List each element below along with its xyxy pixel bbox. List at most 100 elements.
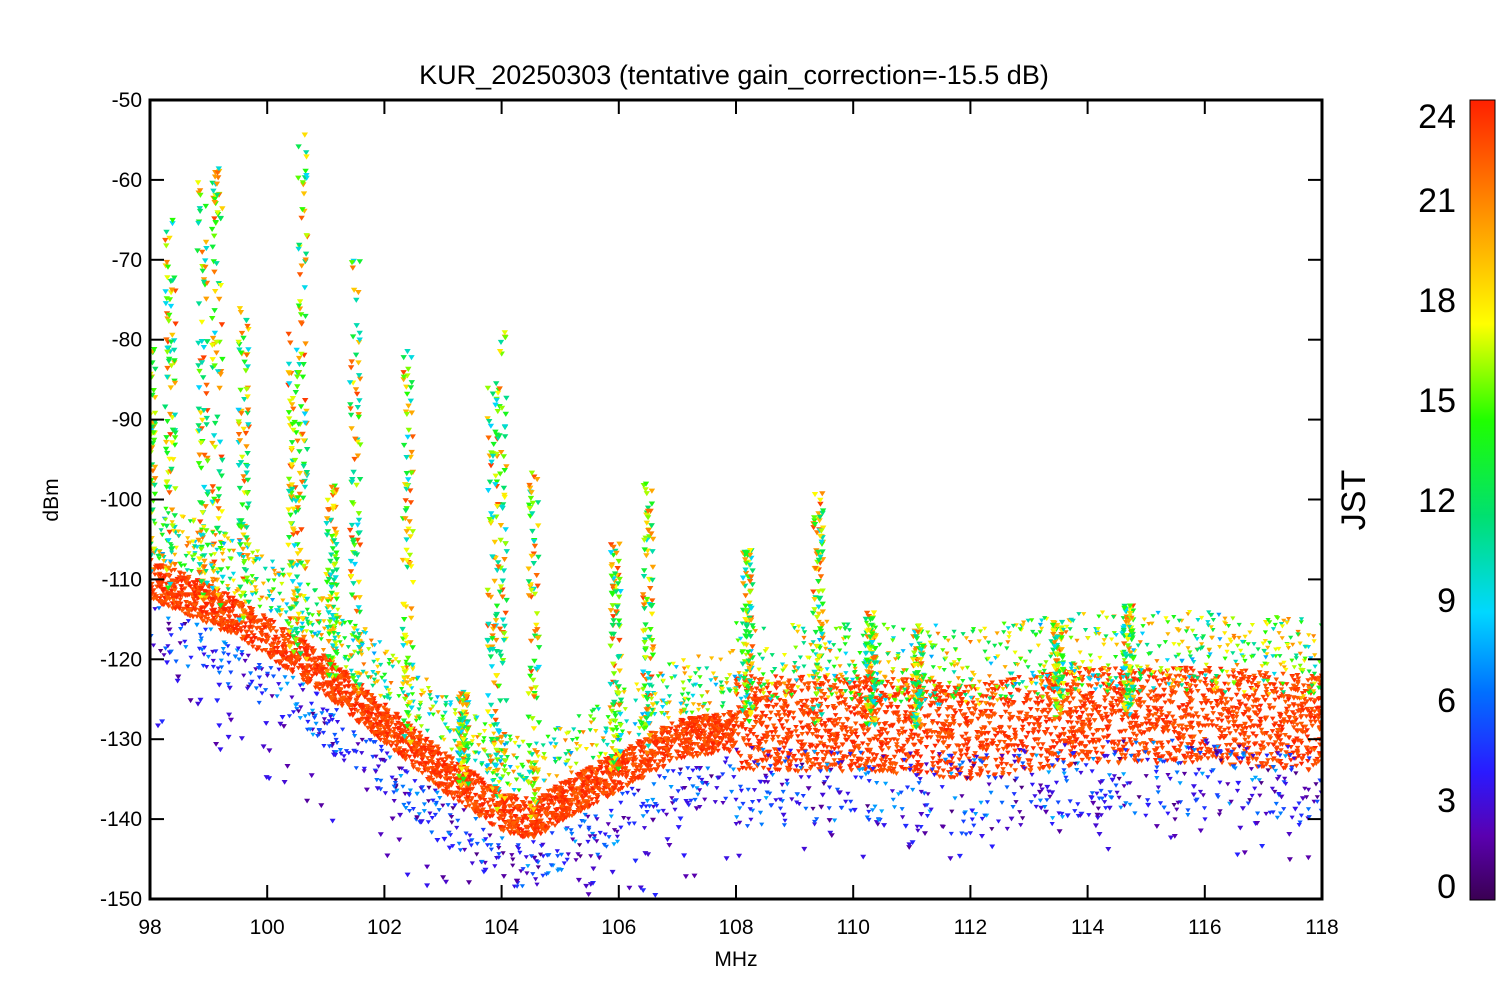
scatter-mark-group	[1095, 806, 1101, 811]
scatter-mark-group	[162, 575, 1315, 836]
scatter-mark-group	[242, 405, 1043, 675]
scatter-mark-group	[155, 723, 431, 889]
scatter-mark-group	[298, 351, 949, 669]
scatter-mark-group	[328, 714, 334, 719]
scatter-mark-group	[671, 799, 677, 804]
scatter-mark-group	[295, 370, 656, 644]
scatter-mark-group	[649, 577, 656, 583]
scatter-mark-group	[1161, 759, 1167, 764]
scatter-mark-group	[256, 557, 1245, 666]
scatter-mark-group	[200, 345, 1132, 710]
scatter-mark-group	[280, 259, 1134, 725]
y-tick-label: -70	[112, 249, 142, 272]
scatter-mark-group	[669, 796, 708, 802]
scatter-mark-group	[214, 210, 924, 702]
scatter-mark-group	[216, 191, 1043, 697]
scatter-mark-group	[244, 364, 927, 748]
scatter-mark-group	[237, 539, 243, 544]
scatter-mark-group	[253, 667, 632, 843]
scatter-points	[150, 132, 1322, 898]
scatter-mark-group	[323, 532, 331, 538]
scatter-mark-group	[1174, 807, 1180, 812]
scatter-mark-group	[908, 763, 1159, 819]
scatter-mark-group	[199, 264, 1164, 730]
scatter-mark-group	[400, 666, 406, 671]
scatter-mark-group	[288, 495, 874, 751]
scatter-mark-group	[166, 464, 1308, 694]
scatter-mark-group	[614, 829, 620, 834]
scatter-mark-group	[379, 550, 751, 680]
scatter-mark-group	[330, 538, 338, 544]
scatter-mark-group	[501, 330, 508, 336]
scatter-mark-group	[164, 660, 1223, 873]
scatter-mark-group	[234, 589, 1231, 700]
scatter-mark-group	[151, 188, 1267, 745]
scatter-mark-group	[156, 556, 162, 561]
scatter-mark-group	[1218, 758, 1224, 763]
scatter-mark-group	[328, 590, 335, 596]
scatter-mark-group	[150, 440, 874, 702]
scatter-mark-group	[175, 674, 977, 856]
y-tick-label: -50	[112, 89, 142, 112]
scatter-mark-group	[157, 391, 1322, 832]
scatter-mark-group	[1269, 786, 1275, 791]
scatter-mark-group	[609, 869, 616, 875]
scatter-mark-group	[350, 638, 356, 643]
scatter-mark-group	[290, 427, 1110, 629]
scatter-mark-group	[818, 804, 1178, 822]
scatter-mark-group	[328, 477, 1015, 699]
scatter-mark-group	[697, 805, 703, 810]
scatter-mark-group	[310, 711, 316, 717]
scatter-mark-group	[244, 477, 1064, 699]
scatter-mark-group	[918, 787, 1045, 795]
scatter-mark-group	[763, 775, 769, 780]
scatter-mark-group	[637, 822, 739, 891]
scatter-mark-group	[164, 275, 1256, 687]
scatter-mark-group	[737, 784, 1303, 825]
scatter-mark-group	[460, 617, 1131, 767]
scatter-mark-group	[167, 542, 1255, 800]
scatter-mark-group	[196, 206, 1076, 688]
scatter-mark-group	[488, 497, 1205, 729]
scatter-mark-group	[317, 576, 880, 727]
scatter-mark-group	[588, 786, 1308, 859]
scatter-mark-group	[818, 541, 1171, 625]
scatter-mark-group	[150, 432, 1060, 669]
scatter-mark-group	[1020, 816, 1026, 821]
scatter-mark-group	[332, 554, 1127, 663]
scatter-mark-group	[408, 355, 415, 361]
scatter-mark-group	[648, 501, 819, 528]
x-tick-label: 118	[1305, 916, 1338, 939]
scatter-mark-group	[209, 334, 1262, 686]
scatter-mark-group	[500, 874, 507, 879]
scatter-mark-group	[570, 837, 600, 844]
scatter-mark-group	[496, 386, 922, 700]
scatter-mark-group	[1017, 748, 1023, 753]
scatter-mark-group	[404, 471, 750, 709]
scatter-mark-group	[355, 605, 362, 611]
scatter-mark-group	[922, 794, 965, 836]
scatter-mark-group	[150, 643, 157, 648]
scatter-mark-group	[343, 749, 350, 754]
scatter-mark-group	[512, 740, 518, 746]
scatter-mark-group	[491, 722, 498, 728]
scatter-mark-group	[873, 759, 1018, 825]
x-tick-label: 116	[1188, 916, 1221, 939]
scatter-mark-group	[528, 470, 1062, 690]
scatter-mark-group	[1285, 642, 1291, 648]
scatter-mark-group	[212, 473, 621, 754]
scatter-mark-group	[210, 370, 920, 794]
y-tick-label: -100	[100, 489, 142, 512]
scatter-mark-group	[288, 402, 1059, 771]
scatter-mark-group	[332, 753, 338, 758]
scatter-mark-group	[322, 721, 583, 859]
scatter-mark-group	[299, 207, 306, 213]
scatter-mark-group	[296, 242, 1219, 764]
scatter-mark-group	[509, 853, 515, 858]
scatter-mark-group	[979, 806, 1299, 839]
scatter-mark-group	[867, 634, 874, 640]
scatter-mark-group	[209, 181, 1083, 671]
scatter-mark-group	[327, 297, 1056, 705]
scatter-mark-group	[496, 810, 1023, 851]
scatter-mark-group	[195, 423, 1182, 623]
